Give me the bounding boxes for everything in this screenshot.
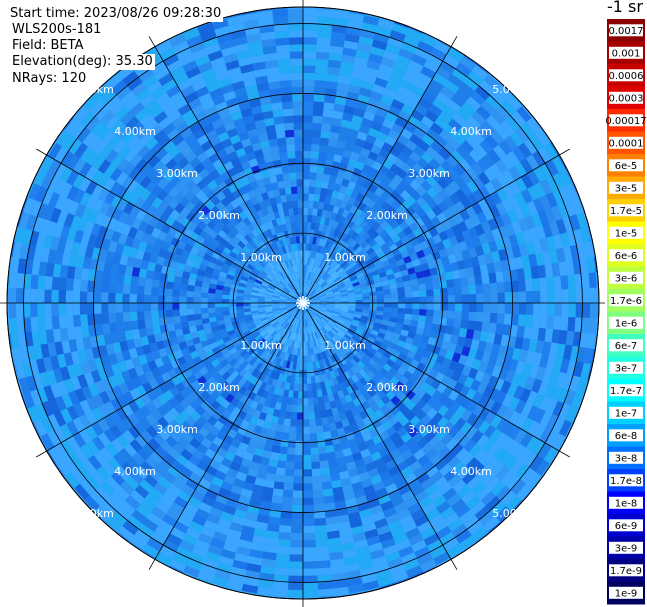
ring-label: 2.00km <box>366 381 408 394</box>
ring-label: 3.00km <box>156 167 198 180</box>
colorbar-label: 6e-6 <box>615 251 638 262</box>
nrays-label: NRays: 120 <box>10 71 89 87</box>
instrument-label: WLS200s-181 <box>10 22 104 38</box>
field-label: Field: BETA <box>10 38 86 54</box>
azimuth-spoke <box>148 302 304 570</box>
ring-label: 3.00km <box>408 167 450 180</box>
colorbar-label: 1.7e-6 <box>610 296 642 307</box>
colorbar-label: 3e-6 <box>615 273 638 284</box>
ring-label: 2.00km <box>198 209 240 222</box>
elevation-label: Elevation(deg): 35.30 <box>10 54 155 70</box>
colorbar-label: 6e-7 <box>615 341 638 352</box>
colorbar: 0.0017 0.001 0.0006 0.0003 0.00017 0.0001 6e-5… <box>605 19 647 605</box>
ring-label: 1.00km <box>240 339 282 352</box>
colorbar-label: 1.7e-9 <box>610 566 642 577</box>
colorbar-label: 6e-8 <box>615 431 638 442</box>
ring-label: 1.00km <box>324 251 366 264</box>
colorbar-label: 1e-6 <box>615 318 638 329</box>
colorbar-label: 3e-5 <box>615 183 638 194</box>
colorbar-unit: -1 sr <box>607 0 643 16</box>
colorbar-label: 1.7e-7 <box>610 386 642 397</box>
ring-label: 5.00km <box>492 83 534 96</box>
colorbar-label: 0.001 <box>612 48 641 59</box>
azimuth-spoke <box>36 148 304 304</box>
colorbar-label: 0.0017 <box>609 26 644 37</box>
ring-label: 3.00km <box>408 423 450 436</box>
colorbar-label: 6e-9 <box>615 521 638 532</box>
ring-label: 5.00km <box>492 507 534 520</box>
ppi-canvas: 1.00km 1.00km 1.00km 1.00km 2.00km 2.00km 2.00… <box>0 0 605 607</box>
ring-label: 4.00km <box>114 465 156 478</box>
ring-label: 2.00km <box>366 209 408 222</box>
colorbar-label: 0.00017 <box>605 116 646 127</box>
colorbar-label: 1e-5 <box>615 228 638 239</box>
colorbar-label: 3e-7 <box>615 363 638 374</box>
ring-label: 4.00km <box>450 465 492 478</box>
ring-label: 4.00km <box>450 125 492 138</box>
colorbar-label: 3e-8 <box>615 453 638 464</box>
colorbar-label: 0.0001 <box>609 138 644 149</box>
azimuth-spoke <box>302 36 458 304</box>
colorbar-label: 1e-8 <box>615 498 638 509</box>
azimuth-spoke <box>302 302 570 458</box>
ring-label: 2.00km <box>198 381 240 394</box>
colorbar-label: 1e-9 <box>615 588 638 599</box>
ring-label: 1.00km <box>240 251 282 264</box>
colorbar-label: 0.0003 <box>609 93 644 104</box>
azimuth-spoke <box>302 302 458 570</box>
ring-label: 1.00km <box>324 339 366 352</box>
colorbar-label: 1e-7 <box>615 408 638 419</box>
colorbar-label: 3e-9 <box>615 543 638 554</box>
azimuth-spoke <box>36 302 304 458</box>
colorbar-label: 1.7e-5 <box>610 206 642 217</box>
colorbar-label: 1.7e-8 <box>610 476 642 487</box>
azimuth-spoke <box>148 36 304 304</box>
ring-label: 4.00km <box>114 125 156 138</box>
azimuth-spoke <box>302 148 570 304</box>
ring-label: 3.00km <box>156 423 198 436</box>
colorbar-label: 6e-5 <box>615 161 638 172</box>
start-time-label: Start time: 2023/08/26 09:28:30 <box>8 6 224 22</box>
colorbar-label: 0.0006 <box>609 71 644 82</box>
ring-label: 5.00km <box>72 507 114 520</box>
